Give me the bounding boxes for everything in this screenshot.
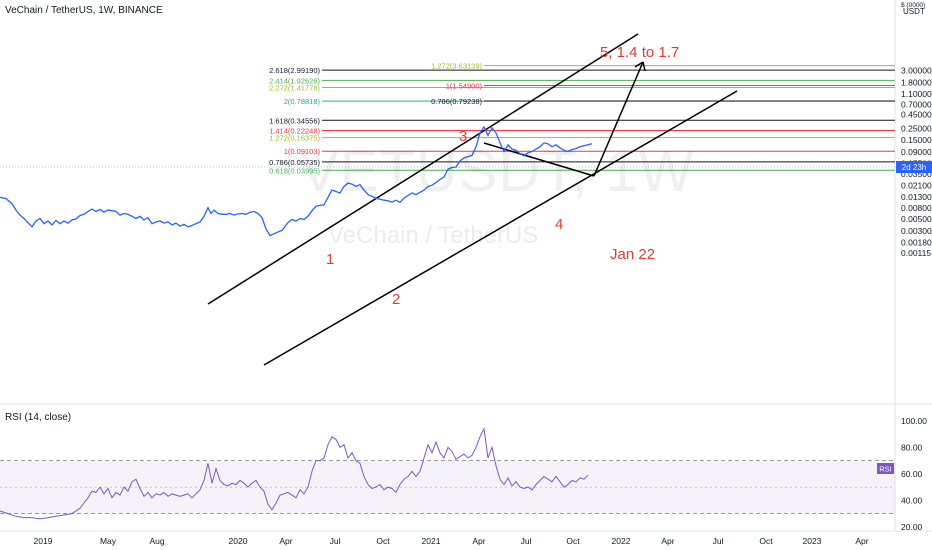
date-annotation: Jan 22: [610, 246, 655, 263]
rsi-tick-label: 80.00: [901, 442, 923, 452]
symbol-title[interactable]: VeChain / TetherUS, 1W, BINANCE: [5, 5, 163, 16]
price-badge-label: 2d 23h: [902, 163, 926, 172]
time-tick-label: Jul: [521, 536, 532, 546]
arrow-head: [634, 61, 646, 72]
time-tick-label: Apr: [661, 536, 674, 546]
price-tick-label: 0.70000: [901, 99, 932, 109]
rsi-series: [0, 427, 589, 520]
time-tick-label: Apr: [279, 536, 292, 546]
rsi-tick-label: 40.00: [901, 495, 923, 505]
rsi-band: [0, 460, 895, 515]
price-tick-label: 0.00180: [901, 238, 932, 248]
projection-arrow: [593, 61, 644, 177]
fib-level-label: 1(1.54900): [446, 81, 483, 90]
price-tick-label: 0.45000: [901, 110, 932, 120]
fib-level-label: 2.618(2.99190): [269, 66, 320, 75]
channel-lower-line: [263, 90, 738, 366]
time-tick-label: 2019: [34, 536, 53, 546]
fib-level-label: 1.414(0.22248): [269, 126, 320, 135]
time-tick-label: Jul: [330, 536, 341, 546]
price-badge-bg: [896, 161, 932, 173]
fib-level-label: 2.272(1.41776): [269, 84, 320, 93]
rsi-badge-bg: [877, 463, 894, 474]
time-tick-label: Oct: [759, 536, 773, 546]
time-tick-label: Oct: [566, 536, 580, 546]
time-tick-label: Oct: [376, 536, 390, 546]
fib-level-label: 1(0.09103): [284, 147, 321, 156]
fib-level-label: 1.272(3.63139): [431, 62, 482, 71]
time-tick-label: May: [100, 536, 117, 546]
price-tick-label: 0.00115: [901, 248, 931, 258]
fib-level-label: 2.414(1.92626): [269, 76, 320, 85]
price-line: [0, 125, 593, 237]
time-tick-label: Aug: [149, 536, 164, 546]
wave-label: 3: [459, 128, 467, 145]
time-tick-label: 2023: [803, 536, 822, 546]
time-tick-label: Jul: [713, 536, 724, 546]
price-tick-label: 0.03500: [901, 169, 932, 179]
price-tick-label: 0.02100: [901, 181, 932, 191]
fib-level-label: 0.786(0.79238): [431, 97, 482, 106]
price-tick-label: 1.80000: [901, 77, 932, 87]
rsi-tick-label: 100.00: [901, 416, 927, 426]
grid-lines: [0, 0, 932, 532]
price-tick-label: 0.15000: [901, 135, 932, 145]
price-tick-label: 0.00500: [901, 214, 932, 224]
target-annotation: 5, 1.4 to 1.7: [600, 44, 679, 61]
price-tick-label: 0.00300: [901, 226, 932, 236]
rsi-badge-label: RSI: [879, 465, 892, 474]
rsi-line: [0, 427, 589, 520]
wave-label: 4: [555, 216, 563, 233]
symbol-watermark: VETUSDT, 1W: [300, 139, 695, 204]
time-tick-label: Apr: [855, 536, 868, 546]
time-tick-label: 2022: [612, 536, 631, 546]
channel-upper-line: [207, 33, 639, 305]
time-tick-label: Apr: [472, 536, 485, 546]
price-tick-label: 0.00800: [901, 203, 932, 213]
fib-level-label: 1.618(0.34556): [269, 116, 320, 125]
fib-level-label: 2(0.78818): [284, 97, 321, 106]
price-tick-label: 0.01300: [901, 192, 932, 202]
price-series: [0, 125, 593, 237]
wave-label: 1: [326, 251, 334, 268]
time-tick-label: 2020: [229, 536, 248, 546]
price-tick-label: 3.00000: [901, 66, 932, 76]
annotations: 1 2 3 4 5, 1.4 to 1.7 Jan 22: [326, 44, 679, 308]
rsi-tick-label: 60.00: [901, 469, 923, 479]
name-watermark: VeChain / TetherUS: [328, 222, 539, 249]
fib-levels: 2.618(2.99190)2.414(1.92626)2.272(1.4177…: [269, 62, 895, 175]
price-tick-label: 0.09000: [901, 147, 932, 157]
price-axis-currency: USDT: [903, 7, 925, 16]
rsi-tick-label: 20.00: [901, 522, 923, 532]
time-tick-label: 2021: [422, 536, 441, 546]
price-tick-label: 1.10000: [901, 89, 932, 99]
fib-level-label: 0.618(0.03995): [269, 166, 320, 175]
wave-label: 2: [392, 291, 400, 308]
price-axis-extra: $ (0000): [901, 2, 925, 9]
fib-level-label: 0.786(0.05735): [269, 158, 320, 167]
price-tick-label: 0.25000: [901, 123, 932, 133]
rsi-title[interactable]: RSI (14, close): [5, 412, 72, 423]
fib-level-label: 1.272(0.16375): [269, 134, 320, 143]
